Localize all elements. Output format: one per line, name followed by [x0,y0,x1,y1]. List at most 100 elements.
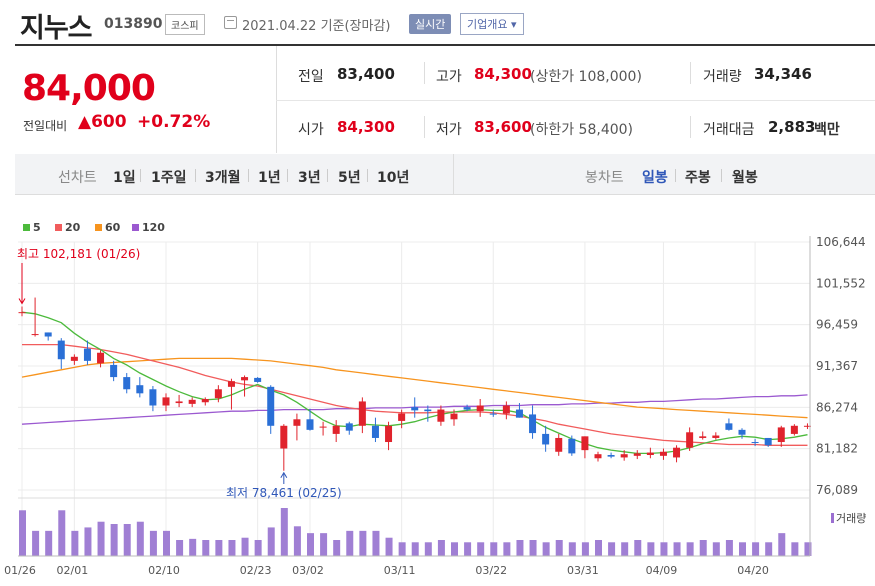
volume-bar [464,542,472,556]
volume-bar [503,542,511,556]
volume-bar [280,508,288,556]
range-1d[interactable]: 1일 [113,170,136,186]
volume-bar [516,540,524,556]
volume-bar [424,542,432,556]
volume-bar [699,540,707,556]
prev-close-value: 83,400 [337,65,395,83]
candle-body [319,426,327,428]
candle-body [502,405,510,414]
candle-body [751,442,759,444]
y-tick-label: 106,644 [816,235,866,249]
volume-label: 거래량 [703,69,742,85]
nav-divider [453,154,454,194]
amount-value: 2,883 [768,118,816,136]
candle-body [594,454,602,459]
col-divider [690,62,691,84]
col-divider [424,116,425,138]
candle-body [764,437,772,446]
volume-bar [136,521,144,556]
candle-body [790,425,798,434]
nav-sep [195,169,196,182]
range-5y[interactable]: 5년 [338,170,361,186]
high-label: 고가 [436,69,462,85]
volume-bar [752,542,760,556]
candle-body [44,332,52,337]
volume-bar [333,540,341,556]
volume-bar [202,540,210,556]
company-overview-dropdown[interactable]: 기업개요 ▾ [460,13,524,35]
volume-bar [189,538,197,556]
candle-monthly[interactable]: 월봉 [732,170,758,186]
open-value: 84,300 [337,118,395,136]
candle-body [97,352,105,364]
candle-body [686,432,694,448]
legend-swatch-ma5 [23,224,30,231]
y-tick-label: 76,089 [816,483,858,497]
candle-body [581,436,589,451]
volume-bar [372,530,380,556]
range-10y[interactable]: 10년 [377,170,410,186]
calendar-icon [224,16,237,29]
x-tick-label: 02/23 [240,564,272,577]
candle-body [712,435,720,438]
volume-bar [739,542,746,556]
volume-bar [791,542,799,556]
candle-body [188,399,196,404]
volume-bar [45,530,53,556]
volume-bar [385,537,393,556]
volume-bar [359,530,367,556]
volume-bar [634,540,642,556]
range-3y[interactable]: 3년 [298,170,321,186]
candle-body [450,413,458,420]
candle-body [162,397,170,406]
candle-body [241,377,249,381]
low-value: 83,600 [474,118,532,136]
candle-body [293,419,301,426]
x-tick-label: 03/22 [475,564,507,577]
candle-chart-label: 봉차트 [585,170,624,186]
candle-body [568,438,576,454]
legend-swatch-ma120 [132,224,139,231]
candle-weekly[interactable]: 주봉 [685,170,711,186]
candle-daily[interactable]: 일봉 [642,170,668,186]
candle-body [201,399,209,403]
volume-bar [490,542,498,556]
x-tick-label: 03/31 [567,564,599,577]
volume-bar [778,533,786,556]
change-value: ▲600 [78,112,127,132]
realtime-button[interactable]: 실시간 [409,14,452,34]
y-tick-label: 81,182 [816,442,858,456]
candle-body [18,312,26,314]
header-divider [15,44,875,46]
nav-sep [248,169,249,182]
candle-body [227,381,235,387]
legend-ma5: 5 [33,221,41,234]
range-3m[interactable]: 3개월 [205,170,241,186]
volume-bar [19,510,26,556]
candle-body [254,377,262,382]
volume-bar [765,542,773,556]
volume-bar [123,524,131,556]
volume-value: 34,346 [754,65,812,83]
low-annotation: 최저 78,461 (02/25) [226,486,342,500]
x-tick-label: 03/11 [384,564,416,577]
volume-bar [293,526,301,556]
range-1y[interactable]: 1년 [258,170,281,186]
amount-unit: 백만 [814,122,840,138]
volume-bar [215,540,223,556]
volume-legend-swatch [831,513,834,523]
volume-bar [477,542,485,556]
candle-body [385,425,393,443]
lower-limit: (하한가 58,400) [530,122,634,138]
candle-body [542,433,550,445]
nav-sep [675,169,676,182]
range-1w[interactable]: 1주일 [151,170,187,186]
change-percent: +0.72% [137,112,211,132]
candle-body [110,364,118,378]
candle-body [803,425,811,427]
current-price: 84,000 [22,68,156,109]
nav-sep [367,169,368,182]
nav-sep [721,169,722,182]
volume-bar [686,542,694,556]
